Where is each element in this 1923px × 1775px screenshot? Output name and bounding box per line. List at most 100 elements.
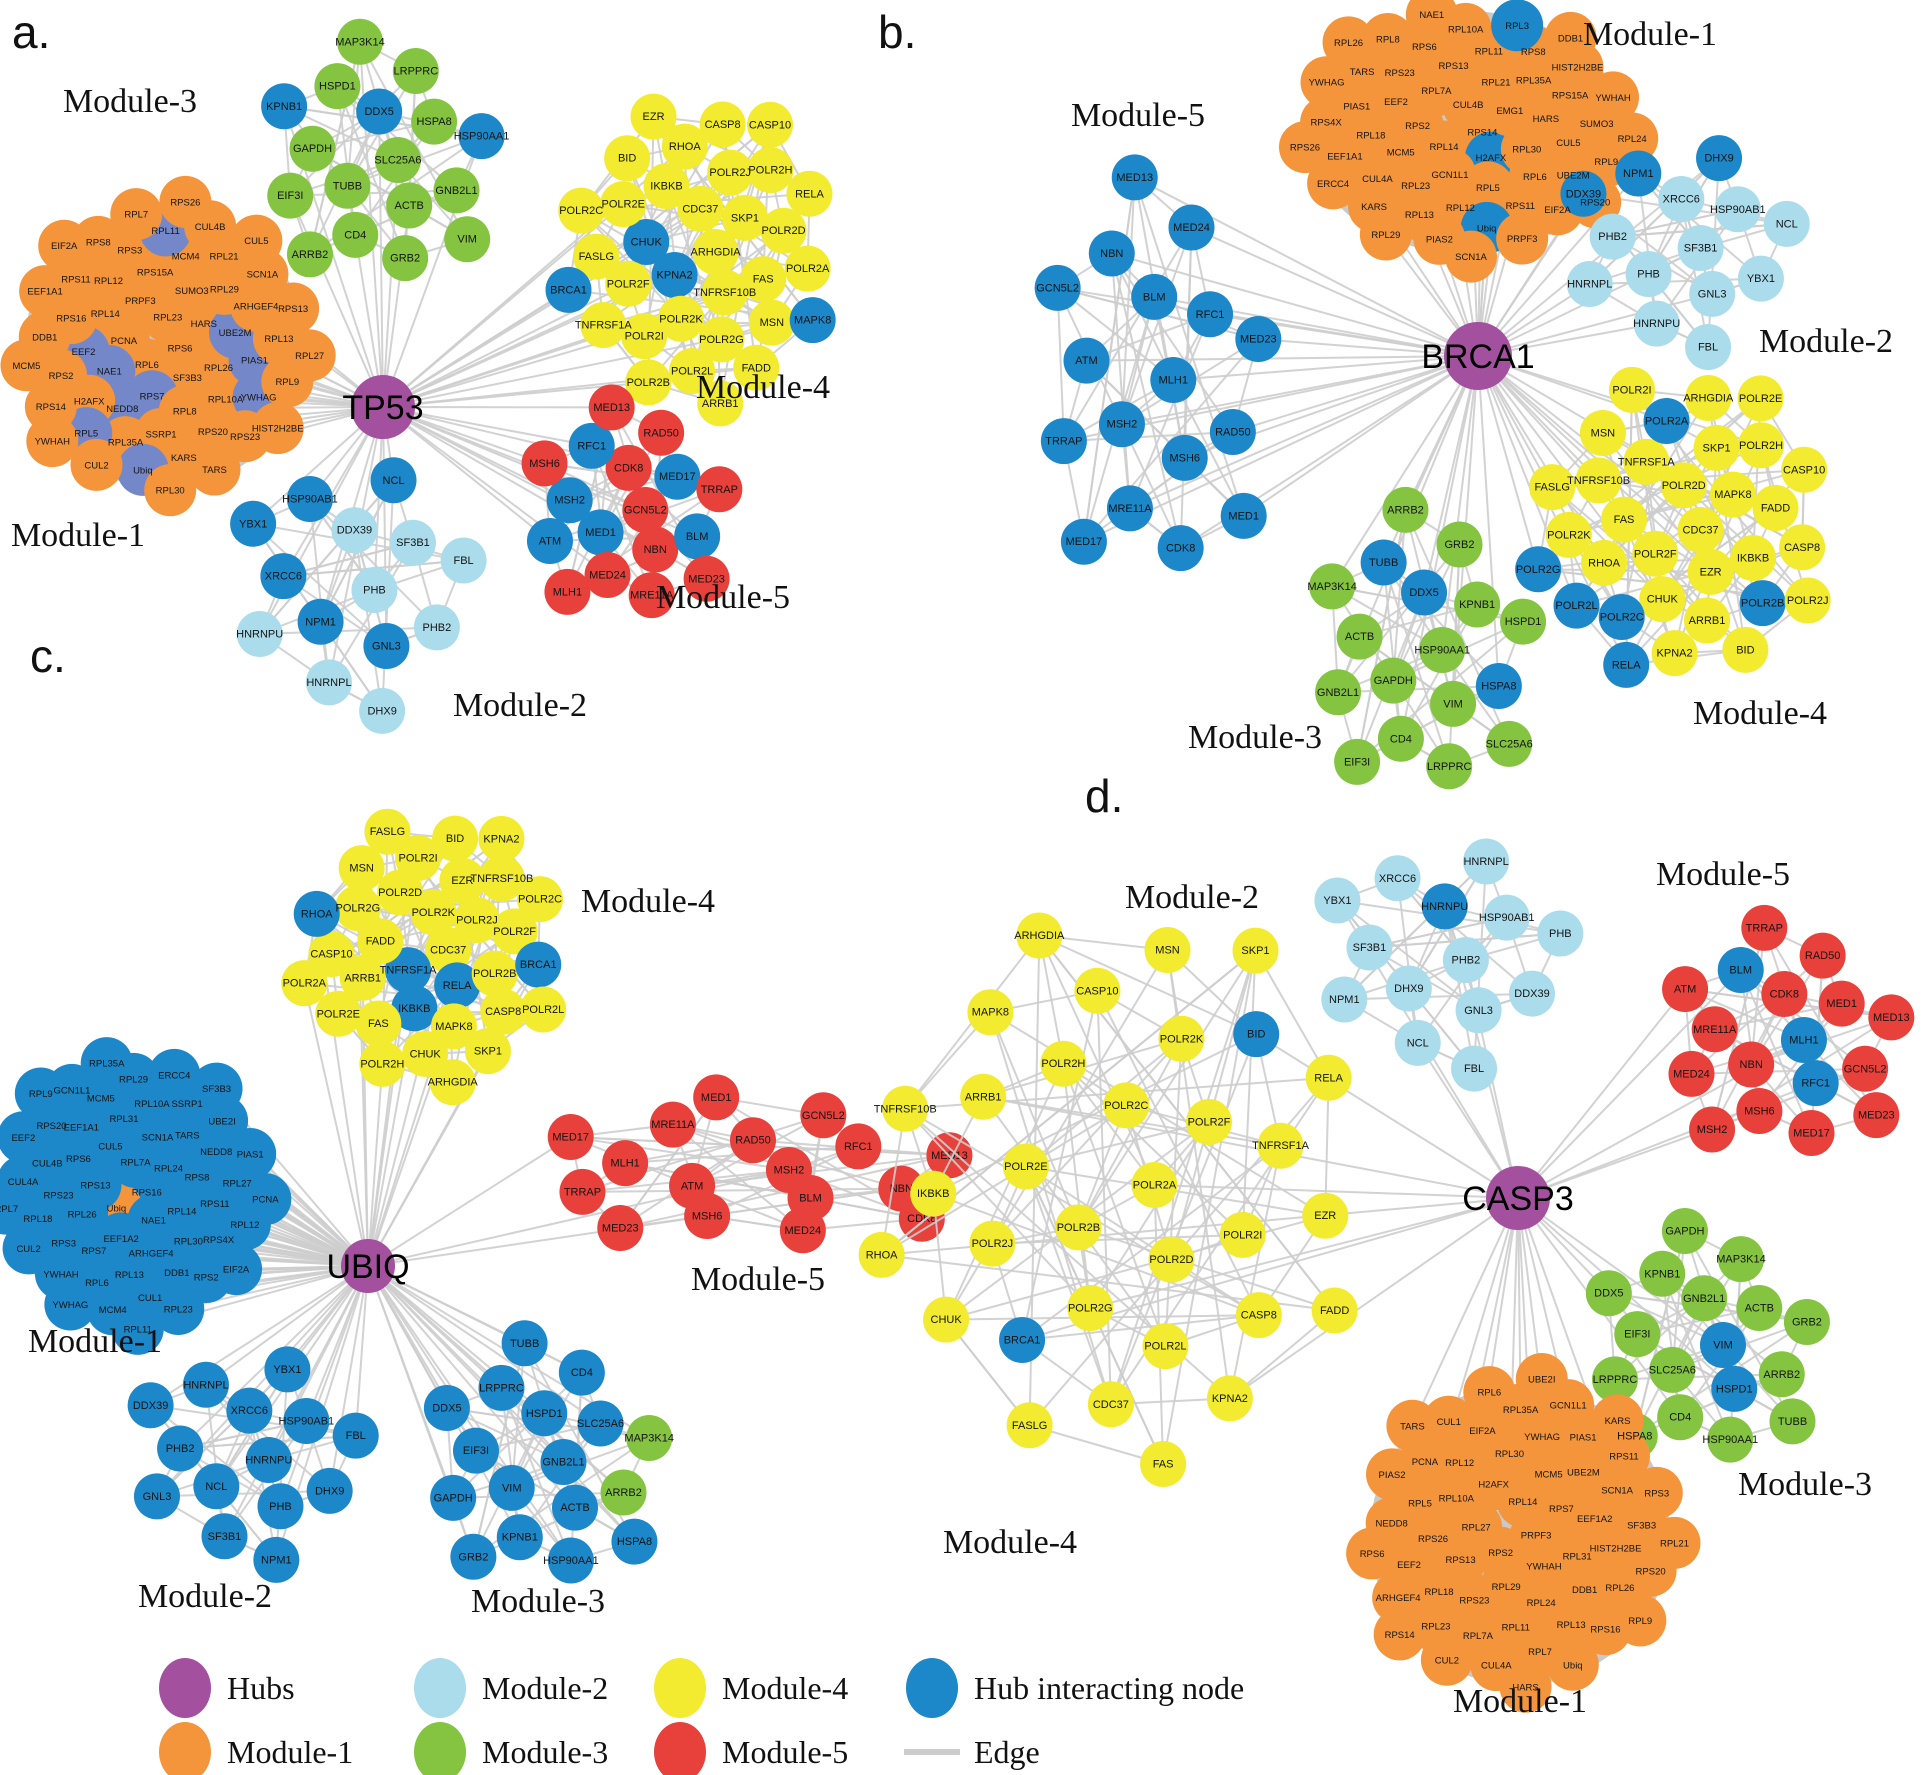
gene-label: POLR2L <box>671 365 713 377</box>
gene-node-FASLG <box>364 808 411 855</box>
gene-node-SLC25A6 <box>374 137 421 183</box>
gene-label: EIF2A <box>1469 1426 1496 1437</box>
gene-node-MSH6 <box>1736 1088 1783 1135</box>
gene-label: BID <box>1736 644 1754 656</box>
gene-label: BRCA1 <box>520 959 557 971</box>
gene-label: SCN1A <box>247 270 279 281</box>
edge <box>1517 988 1686 1199</box>
edge <box>619 1096 717 1229</box>
gene-label: POLR2E <box>1739 393 1782 405</box>
gene-label: MSH2 <box>554 495 585 507</box>
gene-node-LRPPRC <box>1591 1356 1638 1403</box>
edge <box>1085 359 1245 517</box>
gene-label: POLR2D <box>1662 480 1706 492</box>
gene-node-XRCC6 <box>1658 176 1705 223</box>
gene-label: RFC1 <box>844 1141 873 1153</box>
gene-label: CDK8 <box>614 462 643 474</box>
gene-node-KPNA2 <box>1651 630 1698 677</box>
gene-node-POLR2I <box>1219 1211 1266 1258</box>
gene-node-MAPK8 <box>1709 471 1756 518</box>
gene-label: Ubiq <box>107 1203 127 1214</box>
gene-label: GCN5L2 <box>802 1110 845 1122</box>
gene-node-TNFRSF1A <box>1623 438 1670 485</box>
gene-label: HNRNPU <box>236 628 283 640</box>
gene-label: KPNA2 <box>483 833 519 845</box>
gene-label: TARS <box>1350 67 1375 78</box>
gene-node-PCNA <box>239 1173 292 1226</box>
gene-node-FADD <box>357 918 404 965</box>
gene-node-YBX1 <box>264 1346 311 1393</box>
gene-node-KPNA2 <box>651 251 698 298</box>
gene-node-MRE11A <box>1106 485 1153 532</box>
gene-label: ARRB2 <box>605 1487 642 1499</box>
gene-label: POLR2B <box>1057 1222 1100 1234</box>
gene-label: TNFRSF10B <box>874 1103 937 1115</box>
edge <box>1477 355 1540 570</box>
gene-node-POLR2H <box>1738 422 1785 469</box>
edge <box>1254 950 1330 1079</box>
edge <box>1228 1145 1282 1399</box>
gene-node-RPS3 <box>1630 1466 1683 1519</box>
gene-label: ARHGEF4 <box>129 1248 174 1259</box>
edge <box>1517 1197 1724 1346</box>
module-label: Module-5 <box>1656 856 1790 893</box>
gene-node-GRB2 <box>382 235 429 282</box>
gene-label: MSN <box>1155 945 1180 957</box>
gene-node-TNFRSF10B <box>701 269 748 316</box>
gene-label: MCM5 <box>1535 1469 1563 1480</box>
gene-label: RPL31 <box>109 1114 138 1125</box>
gene-node-FBL <box>1685 324 1732 371</box>
edge <box>367 1169 790 1267</box>
edge <box>1337 684 1499 694</box>
gene-node-SLC25A6 <box>1486 720 1533 767</box>
gene-label: NBN <box>1740 1059 1763 1071</box>
gene-node-EZR <box>439 857 486 904</box>
edge <box>453 1491 624 1499</box>
gene-node-TNFRSF1A <box>385 947 432 994</box>
gene-label: PIAS1 <box>241 356 268 367</box>
gene-node-POLR2K <box>410 889 457 936</box>
gene-node-HNRNPU <box>1633 300 1680 347</box>
gene-label: POLR2J <box>1787 595 1829 607</box>
gene-label: CUL2 <box>16 1244 40 1255</box>
gene-label: PIAS1 <box>237 1149 264 1160</box>
gene-label: KPNB1 <box>502 1532 538 1544</box>
edge <box>346 41 361 186</box>
gene-label: POLR2A <box>786 263 830 275</box>
gene-label: CUL4A <box>1481 1661 1512 1672</box>
gene-node-YBX1 <box>1314 877 1361 924</box>
gene-label: RELA <box>1314 1072 1343 1084</box>
gene-node-POLR2E <box>1737 375 1784 422</box>
gene-label: RHOA <box>866 1249 898 1261</box>
gene-label: CDC37 <box>430 945 466 957</box>
module-label: Module-3 <box>471 1583 605 1620</box>
gene-label: FASLG <box>579 251 614 263</box>
gene-label: H2AFX <box>74 396 105 407</box>
gene-node-MED1 <box>1220 492 1267 539</box>
edge <box>1589 157 1720 285</box>
gene-node-MSN <box>1579 409 1626 456</box>
gene-node-BID <box>1233 1011 1280 1058</box>
gene-node-MED23 <box>1235 316 1282 363</box>
gene-label: GRB2 <box>390 253 420 265</box>
gene-label: ERCC4 <box>1317 179 1349 190</box>
gene-label: RPS15A <box>137 267 174 278</box>
gene-node-POLR2B <box>1055 1204 1102 1251</box>
gene-node-POLR2I <box>395 834 442 881</box>
gene-label: RPL7 <box>124 210 148 221</box>
gene-node-MED23 <box>597 1204 644 1251</box>
gene-label: CUL5 <box>1556 138 1580 149</box>
gene-label: POLR2G <box>699 334 744 346</box>
gene-node-CDC37 <box>425 927 472 973</box>
gene-node-UBE2I <box>1515 1353 1568 1406</box>
edge <box>1614 1373 1782 1381</box>
gene-node-CDC37 <box>1677 507 1724 553</box>
gene-label: RPS2 <box>194 1272 219 1283</box>
edge <box>367 1265 572 1562</box>
edge <box>367 1265 526 1345</box>
edge <box>156 1489 330 1498</box>
gene-label: ARRB1 <box>1689 615 1726 627</box>
edge <box>1062 1063 1156 1186</box>
gene-label: MAP3K14 <box>624 1432 674 1444</box>
gene-label: RPS26 <box>1290 143 1320 154</box>
